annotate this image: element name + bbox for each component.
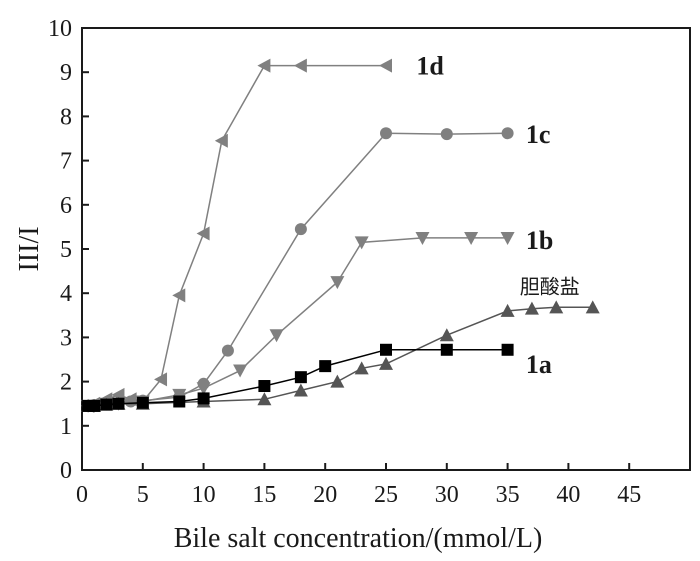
series-label: 胆酸盐 <box>520 274 580 298</box>
series-2 <box>81 231 515 413</box>
series-layer <box>81 58 600 413</box>
x-tick-label: 10 <box>192 482 216 508</box>
x-axis-ticks: 0 5 10 15 20 25 30 35 40 45 <box>76 463 641 508</box>
x-tick-label: 15 <box>252 482 276 508</box>
x-tick-label: 45 <box>617 482 641 508</box>
data-point-triangle-down <box>172 388 187 402</box>
x-tick-label: 0 <box>76 482 88 508</box>
data-point-triangle-down <box>354 236 369 250</box>
y-tick-label: 2 <box>60 370 72 396</box>
data-point-triangle-down <box>330 276 345 290</box>
data-point-circle <box>440 128 453 141</box>
series-line <box>87 64 386 407</box>
series-line <box>87 132 508 407</box>
series-label: 1c <box>526 120 551 149</box>
data-point-triangle-up <box>379 356 393 370</box>
data-point-square <box>258 380 271 393</box>
y-tick-label: 0 <box>60 458 72 484</box>
data-point-triangle-down <box>500 231 515 245</box>
data-point-square <box>319 360 332 373</box>
series-label: 1d <box>416 52 444 81</box>
plot-frame <box>81 27 691 471</box>
data-point-triangle-up <box>257 392 272 406</box>
x-tick-label: 25 <box>374 482 398 508</box>
data-point-square <box>88 399 101 412</box>
x-tick-label: 5 <box>137 482 149 508</box>
y-axis-ticks: 0 1 2 3 4 5 6 7 8 9 10 <box>48 16 89 484</box>
series-3 <box>81 300 600 412</box>
y-tick-label: 8 <box>60 104 72 130</box>
data-point-triangle-left <box>293 58 307 73</box>
data-point-square <box>197 392 210 405</box>
series-0 <box>81 58 392 413</box>
data-point-triangle-up <box>293 383 308 397</box>
y-tick-label: 3 <box>60 325 72 351</box>
x-tick-label: 30 <box>435 482 459 508</box>
data-point-triangle-down <box>464 231 479 245</box>
y-tick-label: 1 <box>60 414 72 440</box>
y-tick-label: 4 <box>60 281 72 307</box>
data-point-square <box>112 397 125 410</box>
data-point-triangle-left <box>257 58 271 73</box>
data-point-triangle-up <box>354 361 369 375</box>
data-point-circle <box>124 395 137 408</box>
data-point-triangle-down <box>415 231 430 245</box>
data-point-triangle-up <box>439 328 454 342</box>
data-point-triangle-left <box>214 133 228 148</box>
data-point-square <box>380 343 392 356</box>
data-point-triangle-left <box>154 372 168 387</box>
series-label: 1b <box>526 226 553 255</box>
y-axis-label: III/I <box>14 226 45 271</box>
data-point-triangle-down <box>269 329 284 343</box>
data-point-square <box>501 343 514 356</box>
series-4 <box>82 343 514 412</box>
y-tick-label: 9 <box>60 60 72 86</box>
x-tick-label: 35 <box>496 482 520 508</box>
data-point-square <box>440 343 453 356</box>
data-point-triangle-up <box>500 303 515 317</box>
x-tick-label: 40 <box>556 482 580 508</box>
annotation-layer: 1d 1c 1b 胆酸盐 1a <box>416 52 579 379</box>
y-tick-label: 6 <box>60 193 72 219</box>
x-tick-label: 20 <box>313 482 337 508</box>
series-1 <box>82 127 514 412</box>
data-point-triangle-up <box>524 301 539 315</box>
data-point-triangle-down <box>196 382 211 396</box>
data-point-triangle-up <box>330 374 345 388</box>
data-point-circle <box>221 344 234 357</box>
data-point-triangle-up <box>549 300 564 314</box>
y-tick-label: 7 <box>60 149 72 175</box>
data-point-square <box>173 395 186 408</box>
data-point-square <box>100 398 113 411</box>
data-point-triangle-up <box>585 300 600 314</box>
data-point-triangle-left <box>172 288 186 303</box>
data-point-triangle-down <box>233 364 248 378</box>
data-point-triangle-left <box>379 58 392 73</box>
data-point-circle <box>501 127 514 140</box>
x-axis-label: Bile salt concentration/(mmol/L) <box>174 523 543 554</box>
data-point-triangle-left <box>196 226 210 241</box>
y-tick-label: 10 <box>48 16 72 42</box>
data-point-circle <box>380 127 392 140</box>
series-label: 1a <box>526 350 552 379</box>
data-point-square <box>136 396 149 409</box>
data-point-circle <box>294 223 307 236</box>
data-point-square <box>294 371 307 384</box>
series-line <box>88 306 593 407</box>
y-tick-label: 5 <box>60 237 72 263</box>
